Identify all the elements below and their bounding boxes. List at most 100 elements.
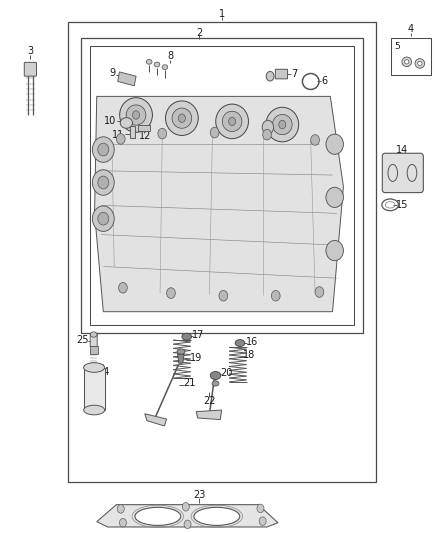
Text: 23: 23 — [193, 490, 205, 500]
Circle shape — [166, 288, 175, 298]
FancyBboxPatch shape — [382, 154, 424, 192]
Ellipse shape — [415, 59, 425, 68]
Ellipse shape — [92, 137, 114, 163]
Circle shape — [158, 128, 166, 139]
Polygon shape — [177, 354, 184, 364]
Circle shape — [259, 517, 266, 526]
Text: 14: 14 — [396, 144, 409, 155]
FancyBboxPatch shape — [24, 62, 36, 76]
Ellipse shape — [266, 107, 299, 142]
Ellipse shape — [222, 111, 242, 132]
Circle shape — [262, 120, 274, 134]
Text: 17: 17 — [192, 329, 205, 340]
Ellipse shape — [92, 169, 114, 195]
Polygon shape — [97, 505, 278, 527]
Ellipse shape — [120, 98, 152, 132]
Ellipse shape — [84, 363, 105, 372]
Text: 6: 6 — [321, 77, 328, 86]
Circle shape — [182, 503, 189, 511]
Text: 10: 10 — [104, 116, 116, 126]
Circle shape — [178, 114, 185, 123]
Ellipse shape — [98, 143, 109, 156]
Text: 9: 9 — [110, 68, 116, 78]
Bar — [90, 346, 98, 354]
Ellipse shape — [98, 212, 109, 225]
Polygon shape — [118, 72, 136, 86]
Circle shape — [184, 520, 191, 529]
Ellipse shape — [120, 118, 133, 128]
FancyBboxPatch shape — [90, 334, 97, 347]
Ellipse shape — [216, 104, 248, 139]
Text: 3: 3 — [27, 46, 33, 56]
Circle shape — [257, 504, 264, 513]
Ellipse shape — [84, 405, 105, 415]
Circle shape — [133, 111, 140, 119]
Text: 11: 11 — [112, 130, 124, 140]
Bar — [130, 126, 135, 138]
Bar — [84, 368, 105, 410]
Circle shape — [119, 282, 127, 293]
Text: 19: 19 — [190, 353, 202, 363]
Bar — [392, 38, 431, 75]
Ellipse shape — [235, 340, 245, 346]
Ellipse shape — [177, 349, 185, 354]
Ellipse shape — [194, 507, 240, 526]
Ellipse shape — [92, 206, 114, 231]
Ellipse shape — [212, 381, 219, 386]
Bar — [138, 125, 150, 132]
Circle shape — [117, 134, 125, 144]
Ellipse shape — [326, 134, 343, 155]
Circle shape — [120, 519, 127, 527]
Text: 12: 12 — [138, 131, 151, 141]
Circle shape — [117, 505, 124, 513]
Text: 5: 5 — [395, 42, 400, 51]
Bar — [81, 38, 363, 333]
Ellipse shape — [405, 60, 409, 64]
Ellipse shape — [402, 57, 412, 67]
Text: 7: 7 — [291, 69, 298, 79]
Ellipse shape — [418, 61, 422, 66]
Ellipse shape — [126, 105, 146, 125]
Text: 13: 13 — [274, 122, 286, 132]
Text: 8: 8 — [167, 51, 173, 61]
Ellipse shape — [266, 71, 274, 81]
Circle shape — [311, 135, 319, 146]
Bar — [90, 46, 354, 325]
Circle shape — [210, 127, 219, 138]
Circle shape — [315, 287, 324, 297]
Text: 25: 25 — [77, 335, 89, 345]
Text: 22: 22 — [203, 396, 215, 406]
Ellipse shape — [146, 60, 152, 64]
Circle shape — [229, 117, 236, 126]
Text: 4: 4 — [408, 25, 414, 35]
Ellipse shape — [166, 101, 198, 135]
Text: 20: 20 — [221, 368, 233, 378]
Ellipse shape — [326, 240, 343, 261]
Ellipse shape — [172, 108, 192, 128]
Ellipse shape — [326, 187, 343, 207]
FancyBboxPatch shape — [276, 69, 288, 79]
Ellipse shape — [162, 64, 168, 69]
Polygon shape — [196, 410, 222, 419]
Ellipse shape — [90, 332, 97, 337]
Text: 18: 18 — [243, 350, 255, 360]
Text: 16: 16 — [246, 337, 258, 347]
Circle shape — [219, 290, 228, 301]
Ellipse shape — [135, 507, 181, 526]
Text: 21: 21 — [183, 378, 195, 389]
Circle shape — [263, 130, 272, 140]
Polygon shape — [95, 96, 343, 312]
Ellipse shape — [98, 176, 109, 189]
Text: 24: 24 — [97, 367, 110, 377]
Bar — [68, 22, 376, 482]
Ellipse shape — [210, 372, 221, 379]
Polygon shape — [145, 414, 166, 426]
Ellipse shape — [182, 333, 191, 340]
Text: 15: 15 — [396, 200, 409, 210]
Text: 1: 1 — [219, 9, 226, 19]
Ellipse shape — [272, 115, 292, 135]
Circle shape — [279, 120, 286, 129]
Ellipse shape — [154, 62, 160, 67]
Text: 2: 2 — [196, 28, 202, 38]
Circle shape — [272, 290, 280, 301]
